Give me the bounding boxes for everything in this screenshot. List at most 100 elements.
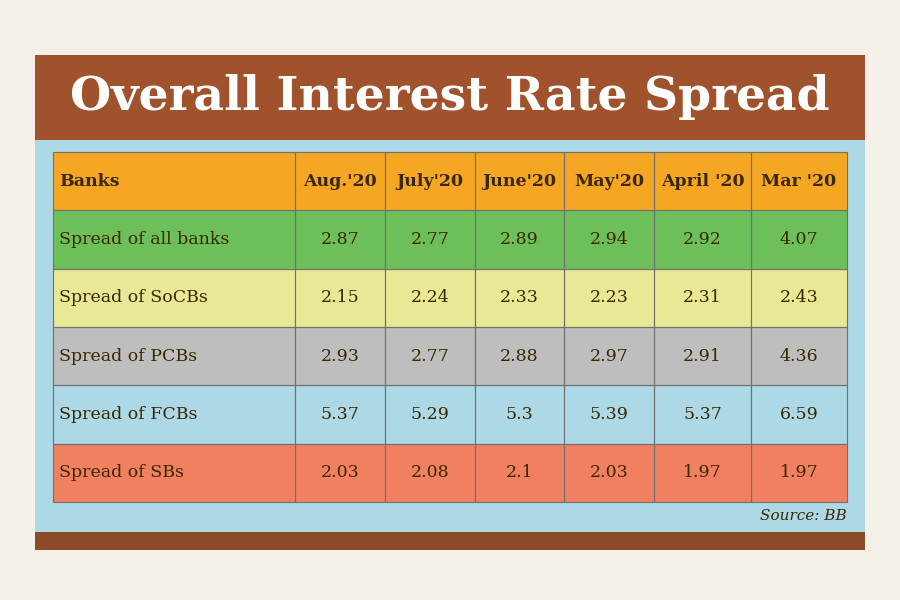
Bar	[654, 443, 751, 502]
Bar	[295, 269, 385, 327]
Bar	[385, 211, 474, 269]
Bar	[53, 269, 295, 327]
Bar	[53, 327, 295, 385]
Bar	[564, 327, 654, 385]
Bar	[295, 152, 385, 211]
Text: 2.87: 2.87	[320, 231, 359, 248]
Text: Spread of FCBs: Spread of FCBs	[59, 406, 197, 423]
Bar	[385, 327, 474, 385]
Bar	[474, 152, 564, 211]
Bar	[385, 443, 474, 502]
Text: 1.97: 1.97	[683, 464, 722, 481]
Bar	[295, 385, 385, 443]
Text: 2.94: 2.94	[590, 231, 628, 248]
Text: 1.97: 1.97	[779, 464, 818, 481]
Text: 2.03: 2.03	[320, 464, 359, 481]
Text: Spread of SBs: Spread of SBs	[59, 464, 184, 481]
Bar	[564, 211, 654, 269]
Text: 2.24: 2.24	[410, 289, 449, 307]
Text: 2.1: 2.1	[506, 464, 534, 481]
Text: 5.37: 5.37	[320, 406, 359, 423]
Text: 4.36: 4.36	[779, 347, 818, 365]
Bar	[474, 327, 564, 385]
Bar	[53, 269, 295, 327]
Bar	[564, 443, 654, 502]
Bar	[295, 211, 385, 269]
Text: 2.88: 2.88	[500, 347, 539, 365]
Bar	[53, 211, 295, 269]
Bar	[35, 55, 865, 140]
Bar	[564, 269, 654, 327]
Text: Spread of PCBs: Spread of PCBs	[59, 347, 197, 365]
Bar	[35, 140, 865, 532]
Text: 2.77: 2.77	[410, 347, 449, 365]
Bar	[385, 152, 474, 211]
Text: 2.93: 2.93	[320, 347, 359, 365]
Bar	[751, 327, 847, 385]
Text: 2.08: 2.08	[410, 464, 449, 481]
Text: 2.89: 2.89	[500, 231, 539, 248]
Text: Mar '20: Mar '20	[761, 173, 837, 190]
Text: Overall Interest Rate Spread: Overall Interest Rate Spread	[70, 74, 830, 121]
Bar	[295, 327, 385, 385]
Bar	[654, 211, 751, 269]
Text: 2.91: 2.91	[683, 347, 722, 365]
Bar	[474, 327, 564, 385]
Bar	[564, 269, 654, 327]
Bar	[654, 211, 751, 269]
Bar	[564, 385, 654, 443]
Bar	[53, 211, 295, 269]
Bar	[295, 211, 385, 269]
Bar	[751, 269, 847, 327]
Bar	[654, 385, 751, 443]
Bar	[474, 152, 564, 211]
Text: 2.23: 2.23	[590, 289, 628, 307]
Bar	[295, 443, 385, 502]
Bar	[474, 269, 564, 327]
Bar	[53, 385, 295, 443]
Bar	[751, 152, 847, 211]
Text: 4.07: 4.07	[779, 231, 818, 248]
Bar	[751, 385, 847, 443]
Text: 2.33: 2.33	[500, 289, 539, 307]
Bar	[751, 443, 847, 502]
Text: Spread of SoCBs: Spread of SoCBs	[59, 289, 208, 307]
Bar	[385, 385, 474, 443]
Bar	[474, 211, 564, 269]
Bar	[385, 211, 474, 269]
Bar	[654, 443, 751, 502]
Bar	[564, 152, 654, 211]
Bar	[474, 211, 564, 269]
Text: June'20: June'20	[482, 173, 556, 190]
Bar	[564, 211, 654, 269]
Bar	[295, 327, 385, 385]
Bar	[385, 152, 474, 211]
Text: Aug.'20: Aug.'20	[303, 173, 377, 190]
Bar	[474, 385, 564, 443]
Text: 5.3: 5.3	[506, 406, 534, 423]
Text: Banks: Banks	[59, 173, 120, 190]
Bar	[53, 152, 295, 211]
Text: 5.29: 5.29	[410, 406, 449, 423]
Bar	[654, 269, 751, 327]
Text: Source: BB: Source: BB	[760, 509, 847, 523]
Text: April '20: April '20	[661, 173, 744, 190]
Bar	[385, 327, 474, 385]
Text: 2.97: 2.97	[590, 347, 628, 365]
Text: 2.03: 2.03	[590, 464, 628, 481]
Bar	[35, 532, 865, 550]
Bar	[564, 327, 654, 385]
Bar	[751, 385, 847, 443]
Bar	[564, 385, 654, 443]
Bar	[385, 269, 474, 327]
Bar	[53, 385, 295, 443]
Text: 5.39: 5.39	[590, 406, 628, 423]
Bar	[654, 327, 751, 385]
Bar	[385, 269, 474, 327]
Bar	[751, 152, 847, 211]
Bar	[474, 269, 564, 327]
Bar	[654, 269, 751, 327]
Bar	[751, 211, 847, 269]
Text: 2.15: 2.15	[320, 289, 359, 307]
Text: 6.59: 6.59	[779, 406, 818, 423]
